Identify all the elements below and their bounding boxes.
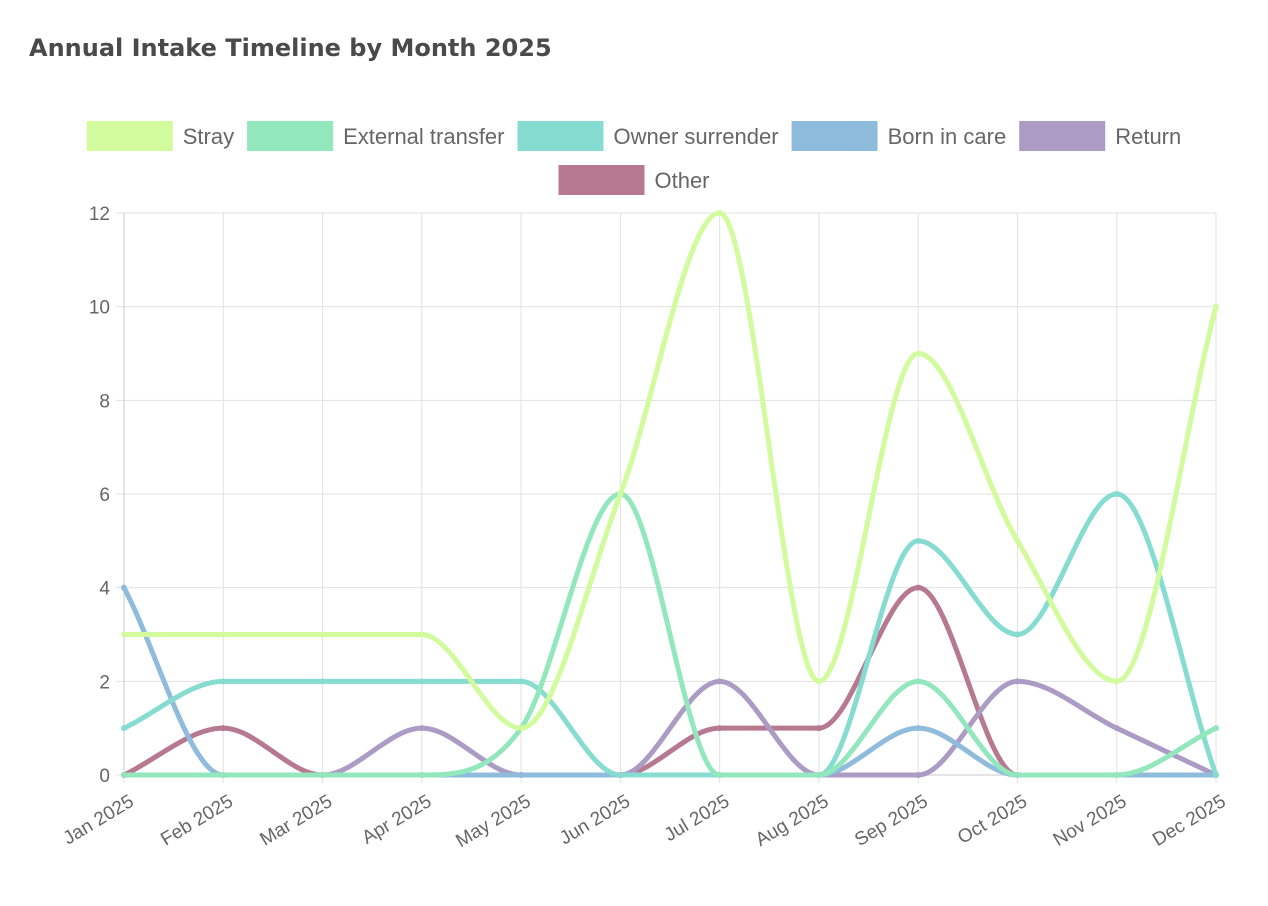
data-point-owner-surrender[interactable] <box>1014 631 1021 638</box>
y-tick-label: 0 <box>99 766 110 787</box>
data-point-stray[interactable] <box>319 631 326 638</box>
x-tick-label: Mar 2025 <box>257 791 337 850</box>
x-tick-label: Oct 2025 <box>954 791 1031 849</box>
legend-swatch <box>517 121 604 151</box>
data-point-other[interactable] <box>815 725 822 732</box>
data-point-stray[interactable] <box>418 631 425 638</box>
y-tick-label: 4 <box>99 579 110 600</box>
data-point-stray[interactable] <box>1014 537 1021 544</box>
legend-item-external-transfer[interactable]: External transfer <box>247 121 505 151</box>
data-point-stray[interactable] <box>1113 678 1120 685</box>
data-point-born-in-care[interactable] <box>915 725 922 732</box>
data-point-stray[interactable] <box>716 210 723 216</box>
data-point-return[interactable] <box>1113 725 1120 732</box>
legend-item-owner-surrender[interactable]: Owner surrender <box>517 121 779 151</box>
legend-label: Stray <box>183 124 234 149</box>
data-point-external-transfer[interactable] <box>121 772 127 778</box>
x-tick-label: Nov 2025 <box>1050 791 1131 851</box>
data-point-external-transfer[interactable] <box>1113 772 1120 778</box>
series-line-stray <box>121 210 1219 731</box>
data-point-stray[interactable] <box>518 725 525 732</box>
legend-item-other[interactable]: Other <box>558 165 710 195</box>
data-point-stray[interactable] <box>220 631 227 638</box>
legend-label: Other <box>654 168 709 193</box>
y-tick-label: 12 <box>89 204 110 225</box>
legend-label: Return <box>1115 124 1181 149</box>
data-point-other[interactable] <box>915 584 922 591</box>
data-point-external-transfer[interactable] <box>915 678 922 685</box>
x-tick-label: Aug 2025 <box>752 791 833 851</box>
data-point-external-transfer[interactable] <box>319 772 326 778</box>
data-point-return[interactable] <box>915 772 922 778</box>
data-point-external-transfer[interactable] <box>815 772 822 778</box>
data-point-owner-surrender[interactable] <box>518 678 525 685</box>
data-point-return[interactable] <box>1014 678 1021 685</box>
data-point-born-in-care[interactable] <box>121 584 127 591</box>
x-tick-label: Feb 2025 <box>157 791 237 850</box>
y-tick-label: 8 <box>99 391 110 412</box>
data-point-born-in-care[interactable] <box>518 772 525 778</box>
x-tick-label: Jun 2025 <box>556 791 634 849</box>
data-point-external-transfer[interactable] <box>220 772 227 778</box>
legend-swatch <box>558 165 645 195</box>
data-point-return[interactable] <box>716 678 723 685</box>
data-point-external-transfer[interactable] <box>716 772 723 778</box>
x-tick-label: Jan 2025 <box>60 791 138 849</box>
data-point-stray[interactable] <box>1213 303 1219 310</box>
series-points <box>121 210 1219 778</box>
legend-item-stray[interactable]: Stray <box>86 121 234 151</box>
data-point-owner-surrender[interactable] <box>1213 772 1219 778</box>
data-point-external-transfer[interactable] <box>1014 772 1021 778</box>
data-point-owner-surrender[interactable] <box>220 678 227 685</box>
y-tick-label: 2 <box>99 672 110 693</box>
legend-swatch <box>247 121 334 151</box>
data-point-owner-surrender[interactable] <box>617 772 624 778</box>
data-point-external-transfer[interactable] <box>1213 725 1219 732</box>
legend-item-return[interactable]: Return <box>1019 121 1181 151</box>
data-point-stray[interactable] <box>915 350 922 357</box>
legend-label: Owner surrender <box>614 124 779 149</box>
legend-swatch <box>1019 121 1106 151</box>
data-point-owner-surrender[interactable] <box>1113 491 1120 497</box>
data-point-other[interactable] <box>716 725 723 732</box>
data-point-owner-surrender[interactable] <box>319 678 326 685</box>
chart-title: Annual Intake Timeline by Month 2025 <box>29 34 552 62</box>
data-point-stray[interactable] <box>121 631 127 638</box>
data-point-stray[interactable] <box>815 678 822 685</box>
data-point-other[interactable] <box>220 725 227 732</box>
legend-item-born-in-care[interactable]: Born in care <box>791 121 1007 151</box>
data-point-return[interactable] <box>418 725 425 732</box>
data-point-owner-surrender[interactable] <box>915 537 922 544</box>
legend-swatch <box>86 121 173 151</box>
legend-label: Born in care <box>888 124 1007 149</box>
legend: Stray External transfer Owner surrender Bor… <box>86 121 1181 195</box>
data-point-owner-surrender[interactable] <box>121 725 127 732</box>
x-tick-label: May 2025 <box>452 791 534 852</box>
x-tick-label: Sep 2025 <box>851 791 932 851</box>
y-tick-label: 10 <box>89 298 110 319</box>
legend-swatch <box>791 121 878 151</box>
legend-label: External transfer <box>343 124 504 149</box>
data-point-owner-surrender[interactable] <box>418 678 425 685</box>
data-point-external-transfer[interactable] <box>418 772 425 778</box>
y-tick-label: 6 <box>99 485 110 506</box>
x-tick-label: Jul 2025 <box>661 791 733 846</box>
data-point-stray[interactable] <box>617 491 624 497</box>
x-tick-label: Dec 2025 <box>1149 791 1230 851</box>
y-axis-ticks: 0 2 4 6 8 10 12 <box>89 204 111 787</box>
x-axis-ticks: Jan 2025 Feb 2025 Mar 2025 Apr 2025 May 2025… <box>60 791 1230 852</box>
grid <box>116 212 1217 783</box>
x-tick-label: Apr 2025 <box>359 791 436 849</box>
